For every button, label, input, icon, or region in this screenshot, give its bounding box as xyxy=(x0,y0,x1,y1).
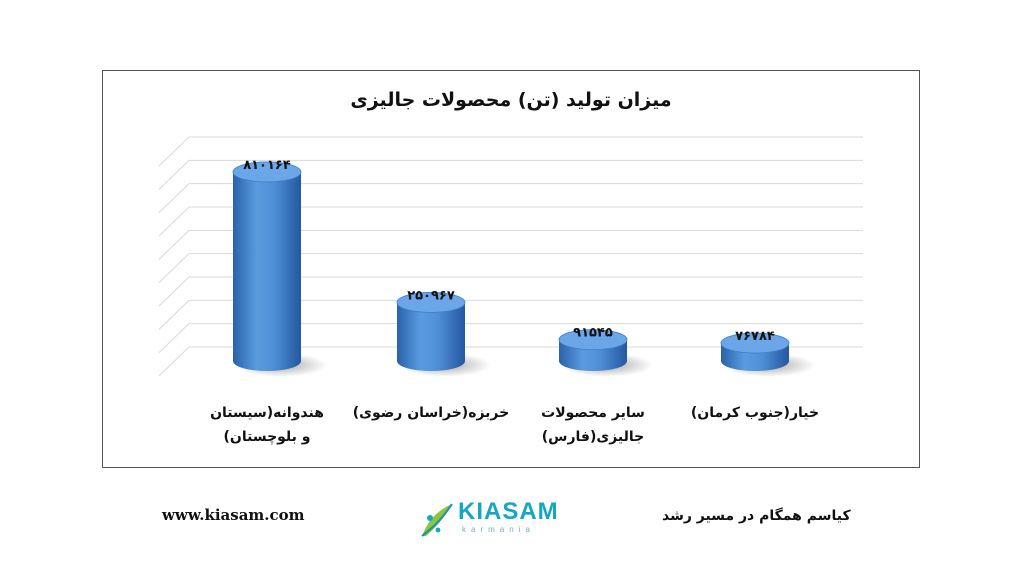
data-label: ۸۱۰۱۶۴ xyxy=(243,158,291,173)
gridline-side xyxy=(158,323,190,354)
bar xyxy=(720,332,815,377)
category-label: هندوانه(سیستان xyxy=(210,405,324,421)
category-label: و بلوچستان) xyxy=(224,429,311,445)
bar xyxy=(232,161,327,377)
slogan: کیاسم همگام در مسیر رشد xyxy=(662,508,851,524)
chart-plot: ۸۱۰۱۶۴ هندوانه(سیستان و بلوچستان) ۲۵۰۹۶۷ خرب… xyxy=(158,136,863,445)
gridline-side xyxy=(158,159,190,190)
category-label: خربزه(خراسان رضوی) xyxy=(353,405,509,421)
bar-top xyxy=(720,332,790,354)
data-label: ۲۵۰۹۶۷ xyxy=(407,288,455,303)
bar-body xyxy=(233,171,301,371)
category-label: خیار(جنوب کرمان) xyxy=(691,405,819,421)
gridline-side xyxy=(158,276,190,307)
chart-title: میزان تولید (تن) محصولات جالیزی xyxy=(350,89,672,111)
logo-name: KIASAM xyxy=(458,498,559,525)
bar xyxy=(558,329,653,377)
data-label: ۹۱۵۴۵ xyxy=(573,326,613,341)
category-label: جالیزی(فارس) xyxy=(542,429,644,445)
gridline-side xyxy=(158,229,190,260)
company-logo[interactable]: KIASAM karmania xyxy=(418,498,563,542)
gridline-side xyxy=(158,206,190,237)
site-url[interactable]: www.kiasam.com xyxy=(162,506,305,524)
gridline-side xyxy=(158,183,190,214)
bar xyxy=(396,292,491,377)
data-label: ۷۶۷۸۴ xyxy=(735,329,775,344)
bar-top xyxy=(396,292,466,313)
gridline-side xyxy=(158,136,190,167)
leaf-icon xyxy=(421,503,453,537)
logo-subtitle: karmania xyxy=(462,525,535,534)
chart-frame: میزان تولید (تن) محصولات جالیزی ۸۱۰۱۶۴ هن… xyxy=(102,70,920,468)
gridline-side xyxy=(158,299,190,330)
bar-top xyxy=(558,329,628,351)
category-label: سایر محصولات xyxy=(541,405,645,421)
bar-body xyxy=(397,302,465,371)
gridline-side xyxy=(158,253,190,284)
bar-top xyxy=(232,161,302,183)
gridline-side xyxy=(158,346,190,377)
